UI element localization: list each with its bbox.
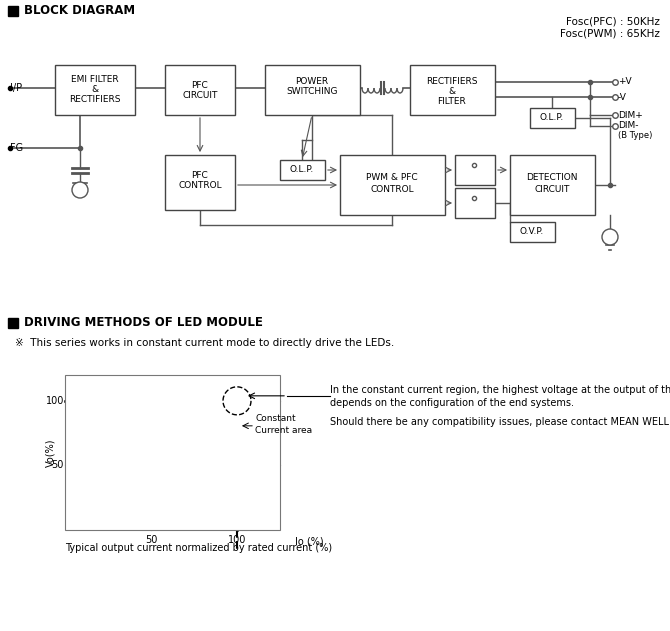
Text: PFC: PFC	[192, 81, 208, 90]
Text: RECTIFIERS: RECTIFIERS	[426, 78, 478, 86]
Bar	[65, 375, 280, 530]
Bar	[265, 65, 360, 115]
Bar	[455, 188, 495, 218]
Text: Fosc(PWM) : 65KHz: Fosc(PWM) : 65KHz	[560, 28, 660, 38]
Text: Io (%): Io (%)	[295, 537, 324, 547]
Text: 50: 50	[51, 461, 63, 471]
Bar	[165, 65, 235, 115]
Text: In the constant current region, the highest voltage at the output of the driver: In the constant current region, the high…	[330, 385, 670, 395]
Text: -V: -V	[618, 93, 627, 102]
Bar	[280, 160, 325, 180]
Text: O.V.P.: O.V.P.	[520, 228, 544, 237]
Bar	[510, 222, 555, 242]
Text: ※  This series works in constant current mode to directly drive the LEDs.: ※ This series works in constant current …	[15, 338, 394, 348]
Text: &: &	[91, 85, 98, 95]
Text: BLOCK DIAGRAM: BLOCK DIAGRAM	[24, 4, 135, 18]
Text: Vo(%): Vo(%)	[45, 439, 55, 467]
Bar	[165, 155, 235, 210]
Text: FG: FG	[10, 143, 23, 153]
Text: Constant: Constant	[255, 415, 295, 423]
Text: I/P: I/P	[10, 83, 22, 93]
Text: depends on the configuration of the end systems.: depends on the configuration of the end …	[330, 398, 574, 408]
Bar	[340, 155, 445, 215]
Circle shape	[602, 229, 618, 245]
Bar	[455, 155, 495, 185]
Bar	[410, 65, 495, 115]
Text: RECTIFIERS: RECTIFIERS	[69, 95, 121, 105]
Text: CIRCUIT: CIRCUIT	[182, 90, 218, 100]
Text: Fosc(PFC) : 50KHz: Fosc(PFC) : 50KHz	[566, 17, 660, 27]
Text: SWITCHING: SWITCHING	[286, 88, 338, 97]
Text: &: &	[448, 88, 456, 97]
Text: O.L.P.: O.L.P.	[290, 165, 314, 175]
Text: PWM & PFC: PWM & PFC	[366, 174, 418, 182]
Text: CONTROL: CONTROL	[178, 180, 222, 189]
Text: 100: 100	[46, 396, 64, 406]
Text: 100: 100	[228, 535, 246, 545]
Text: Should there be any compatibility issues, please contact MEAN WELL.: Should there be any compatibility issues…	[330, 417, 670, 427]
Text: Current area: Current area	[255, 427, 312, 435]
Text: DIM-: DIM-	[618, 122, 639, 131]
Text: PFC: PFC	[192, 170, 208, 179]
Text: POWER: POWER	[295, 78, 328, 86]
Text: DIM+: DIM+	[618, 110, 643, 119]
Circle shape	[72, 182, 88, 198]
Text: 50: 50	[145, 535, 157, 545]
Text: DETECTION: DETECTION	[526, 174, 578, 182]
Text: Typical output current normalized by rated current (%): Typical output current normalized by rat…	[65, 543, 332, 553]
Text: +V: +V	[618, 78, 632, 86]
Bar	[8, 318, 18, 328]
Text: DRIVING METHODS OF LED MODULE: DRIVING METHODS OF LED MODULE	[24, 317, 263, 329]
Text: (B Type): (B Type)	[618, 131, 653, 141]
Bar	[55, 65, 135, 115]
Bar	[510, 155, 595, 215]
Bar	[8, 6, 18, 16]
Bar	[530, 108, 575, 128]
Text: O.L.P.: O.L.P.	[540, 114, 564, 122]
Text: CONTROL: CONTROL	[371, 186, 414, 194]
Text: FILTER: FILTER	[438, 98, 466, 107]
Text: CIRCUIT: CIRCUIT	[534, 186, 570, 194]
Text: EMI FILTER: EMI FILTER	[71, 76, 119, 85]
